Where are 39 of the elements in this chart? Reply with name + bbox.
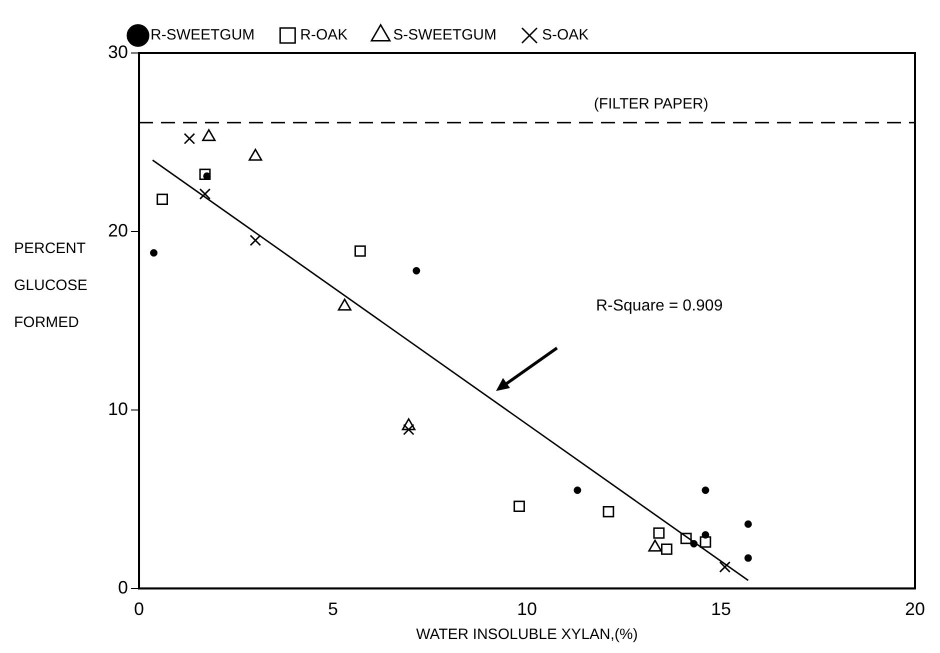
point bbox=[514, 500, 525, 512]
point bbox=[412, 266, 420, 274]
point bbox=[700, 536, 712, 548]
x-tick-label: 0 bbox=[134, 599, 144, 620]
point bbox=[680, 532, 692, 544]
x-tick-label: 15 bbox=[710, 599, 732, 620]
point bbox=[250, 234, 262, 246]
legend-label: S-SWEETGUM bbox=[393, 26, 497, 44]
point bbox=[719, 561, 731, 573]
x-axis-title: WATER INSOLUBLE XYLAN,(%) bbox=[416, 626, 638, 644]
point bbox=[702, 531, 710, 539]
text: PERCENT GLUCOSE FORMED bbox=[14, 240, 88, 331]
y-tick-label: 20 bbox=[108, 220, 128, 240]
point bbox=[702, 486, 710, 494]
legend-label: R-SWEETGUM bbox=[150, 26, 255, 44]
point bbox=[744, 554, 752, 562]
point bbox=[602, 506, 614, 518]
point bbox=[199, 188, 211, 200]
y-tick-label: 0 bbox=[118, 577, 128, 598]
point bbox=[184, 132, 196, 144]
x-tick-label: 20 bbox=[904, 599, 926, 620]
legend-label: R-OAK bbox=[300, 26, 348, 44]
point bbox=[574, 486, 582, 494]
point bbox=[660, 543, 672, 555]
y-tick-label: 30 bbox=[108, 42, 128, 62]
x-tick-label: 5 bbox=[328, 599, 338, 620]
ref-line-label: (FILTER PAPER) bbox=[594, 96, 708, 113]
x-tick-label: 10 bbox=[516, 599, 538, 620]
point bbox=[402, 424, 414, 436]
point bbox=[354, 245, 366, 257]
y-tick-label: 10 bbox=[108, 398, 128, 419]
point bbox=[156, 194, 168, 206]
point bbox=[690, 540, 698, 548]
legend-label: S-OAK bbox=[542, 26, 589, 44]
point bbox=[744, 520, 752, 528]
point bbox=[653, 527, 665, 539]
point bbox=[199, 168, 211, 180]
annotation: R-Square = 0.909 bbox=[596, 298, 723, 315]
point bbox=[150, 249, 158, 257]
